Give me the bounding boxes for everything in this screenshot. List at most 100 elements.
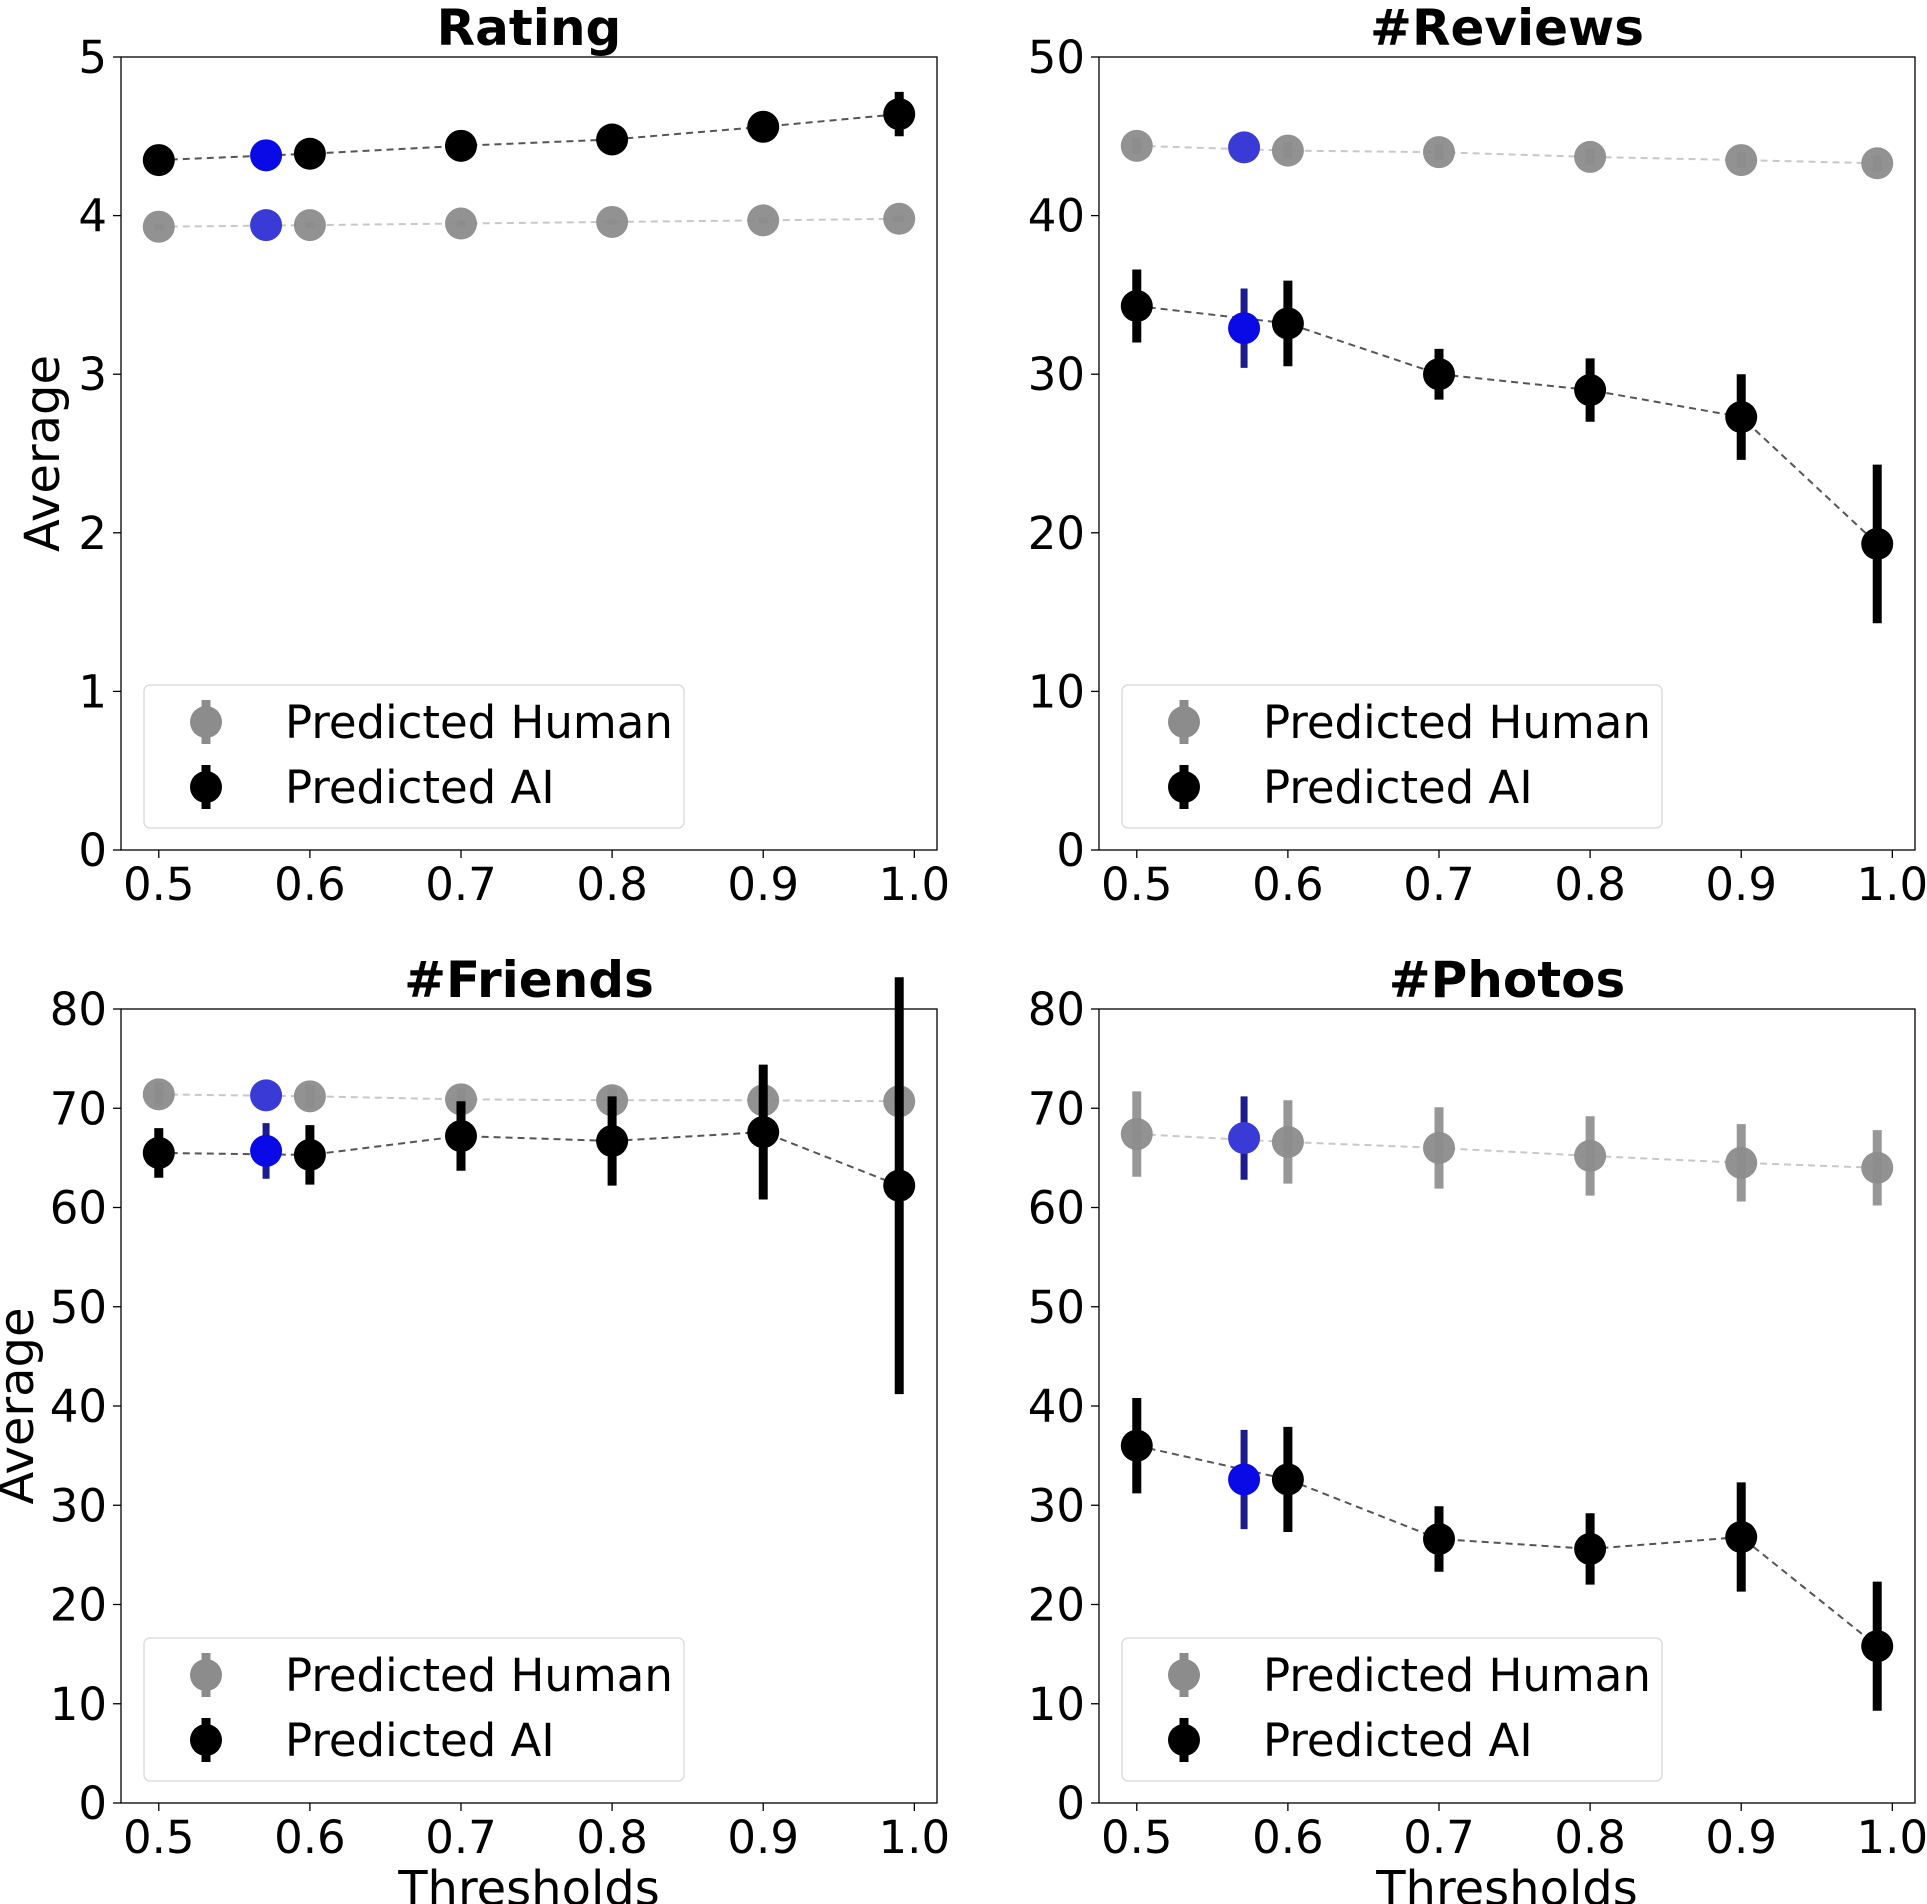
legend-label: Predicted Human [285,696,673,749]
data-point [445,1083,477,1116]
x-tick-label: 0.9 [1705,1811,1777,1864]
panel-2: #Reviews 0.5 0.6 0.7 0.8 0.9 1.0 0 10 20 30 40 50 Pre… [1028,0,1927,911]
plot-frame [1098,56,1916,851]
y-tick-label: 50 [50,1281,107,1334]
data-point [293,1138,326,1171]
y-tick-label: 70 [50,1082,107,1135]
highlight-point [250,1134,283,1167]
y-tick-label: 20 [1028,1579,1085,1632]
series-line [158,1093,900,1103]
panel-1: Rating 0.5 0.6 0.7 0.8 0.9 1.0 0 1 2 3 4 5 Average Pre… [15,0,950,911]
legend-marker [190,771,222,803]
y-tick-label: 50 [1028,31,1085,84]
series-predicted-ai [1120,269,1894,624]
legend-marker [190,706,222,738]
data-point [1725,144,1758,177]
data-point [1271,1125,1304,1158]
data-point [142,210,175,243]
data-point [1271,307,1304,340]
y-tick-label: 60 [50,1182,107,1235]
data-point [1271,1463,1304,1496]
data-point [1423,136,1455,169]
y-tick-label: 30 [1028,1479,1085,1532]
data-point [883,98,916,131]
y-tick-label: 5 [78,31,107,84]
series-predicted-human [142,202,916,243]
data-point [1725,1521,1758,1554]
y-axis-label: Average [15,355,71,552]
series-predicted-ai [142,91,916,177]
data-point [1574,1139,1607,1172]
data-point [883,1169,916,1202]
series-line [158,113,900,162]
plot-frame [120,56,938,851]
y-tick-label: 10 [1028,665,1085,718]
legend-marker [1168,1659,1200,1691]
x-tick-label: 0.9 [727,858,799,911]
x-tick-label: 0.5 [1101,858,1173,911]
y-tick-label: 30 [50,1479,107,1532]
y-tick-label: 30 [1028,348,1085,401]
highlight-point [1228,131,1261,164]
data-point [1725,401,1758,434]
y-tick-label: 70 [1028,1082,1085,1135]
data-point [1423,358,1455,391]
data-point [1423,1131,1455,1164]
chart-title: #Photos [1389,951,1626,1009]
x-tick-label: 0.5 [123,858,195,911]
x-tick-label: 0.8 [1554,858,1626,911]
legend-box [143,684,685,829]
series-predicted-ai [142,977,916,1395]
x-tick-label: 0.6 [1252,1811,1324,1864]
x-tick-label: 0.8 [576,858,648,911]
data-point [1120,290,1153,323]
series-line [158,217,900,228]
y-tick-label: 50 [1028,1281,1085,1334]
x-tick-label: 0.5 [1101,1811,1173,1864]
legend-marker [1168,771,1200,803]
highlight-point [250,209,283,242]
x-tick-label: 0.7 [425,858,497,911]
data-point [747,1116,780,1149]
data-point [445,207,477,240]
data-point [1574,1532,1607,1565]
series-line [1136,1444,1878,1647]
x-tick-label: 0.7 [1403,858,1475,911]
data-point [293,1080,326,1113]
data-point [293,137,326,170]
series-line [1136,1133,1878,1169]
legend-box [1121,684,1663,829]
y-tick-label: 40 [1028,190,1085,243]
x-tick-label: 0.7 [1403,1811,1475,1864]
x-tick-label: 0.9 [1705,858,1777,911]
data-point [747,204,780,237]
legend-label: Predicted AI [1263,1714,1533,1767]
y-tick-label: 10 [50,1678,107,1731]
y-tick-label: 80 [50,983,107,1036]
y-tick-label: 0 [1056,824,1085,877]
legend-label: Predicted Human [285,1649,673,1702]
legend: Predicted Human Predicted AI [1121,684,1663,829]
data-point [1120,1429,1153,1462]
data-point [596,1125,629,1158]
data-point [445,129,477,162]
chart-title: #Friends [404,951,654,1009]
data-point [747,110,780,143]
y-tick-label: 40 [1028,1380,1085,1433]
data-point [445,1120,477,1153]
x-tick-label: 1.0 [879,858,951,911]
data-point [883,202,916,235]
legend-label: Predicted AI [285,761,555,814]
y-tick-label: 1 [78,665,107,718]
x-tick-label: 0.6 [274,1811,346,1864]
highlight-point [1228,1463,1261,1496]
x-tick-label: 1.0 [1857,858,1927,911]
data-point [1423,1522,1455,1555]
highlight-point [1228,1122,1261,1155]
x-tick-label: 1.0 [879,1811,951,1864]
legend-label: Predicted Human [1263,1649,1651,1702]
series-line [158,1131,900,1187]
legend-box [1121,1637,1663,1782]
series-predicted-human [1120,129,1894,180]
